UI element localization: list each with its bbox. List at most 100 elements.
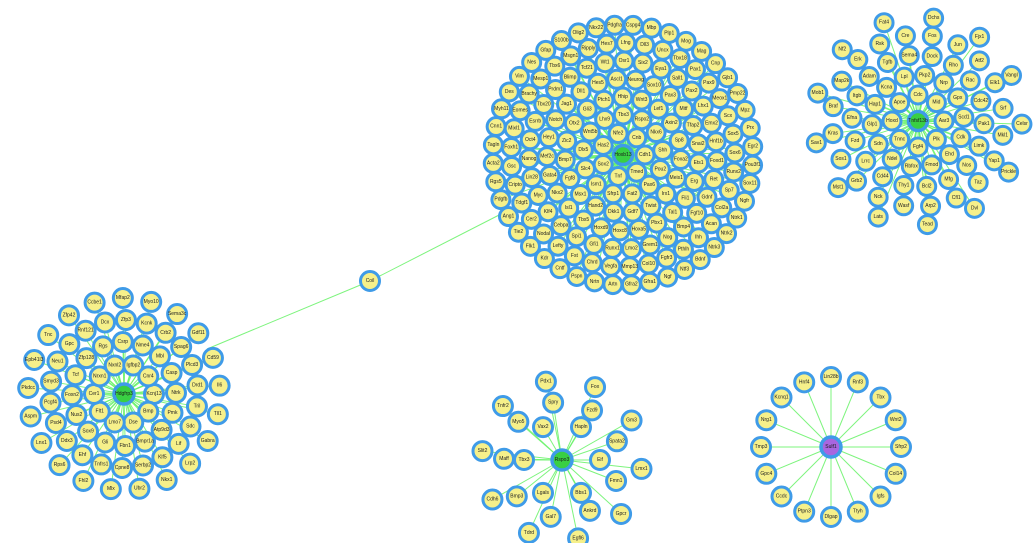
node-label: Pdgfb — [494, 197, 507, 203]
gene-node: Fmn1 — [605, 469, 628, 492]
node-label: Lmo2 — [625, 246, 638, 252]
node-circle — [687, 227, 709, 249]
gene-node: Pdgfra — [604, 14, 626, 36]
gene-node: Wt1 — [594, 52, 616, 74]
gene-node: Pkp2 — [914, 64, 936, 86]
node-circle — [831, 70, 853, 92]
gene-node: Il6 — [208, 374, 231, 397]
node-label: Vegfa — [604, 263, 617, 269]
node-circle — [164, 381, 187, 404]
gene-node: Vax2 — [532, 416, 554, 439]
node-label: Ntf3 — [680, 267, 689, 273]
node-circle — [963, 197, 985, 219]
node-circle — [923, 7, 945, 29]
node-circle — [94, 311, 117, 334]
node-label: Bmp4 — [677, 224, 690, 230]
node-circle — [114, 309, 137, 332]
node-label: Shh — [658, 147, 667, 153]
node-label: Rspo2 — [635, 117, 650, 123]
gene-node: Vim — [508, 65, 530, 87]
node-circle — [884, 462, 907, 485]
gene-node: Sema4 — [898, 45, 920, 67]
gene-node: Dock — [921, 46, 943, 68]
node-label: Klf4 — [544, 209, 553, 215]
gene-node: Sfrp2 — [890, 436, 912, 458]
node-label: Dse — [129, 420, 138, 426]
gene-node: Myh11 — [490, 98, 512, 120]
node-circle — [970, 90, 992, 112]
node-circle — [855, 150, 877, 172]
gene-node: Hey1 — [538, 127, 560, 149]
gene-node: Mob1 — [807, 82, 829, 104]
gene-node: Psd4 — [44, 411, 67, 434]
gene-node: Tdgf1 — [511, 192, 533, 214]
gene-node: Lmo2 — [621, 238, 643, 260]
gene-node: Ptpn3 — [793, 500, 816, 523]
node-circle — [607, 123, 629, 145]
gene-node: Myc — [527, 185, 549, 207]
gene-node: Fos — [921, 25, 943, 47]
node-circle — [505, 485, 528, 508]
node-label: Zfp42 — [63, 312, 76, 318]
node-circle — [549, 258, 571, 280]
gene-node: Dse — [122, 411, 145, 434]
node-label: Axin2 — [665, 120, 678, 126]
gene-node: Slit2 — [471, 440, 494, 463]
node-circle — [889, 92, 911, 114]
gene-node: Nanog — [518, 148, 540, 170]
node-label: Mitf — [680, 106, 689, 112]
node-label: Tnfr2 — [497, 403, 509, 409]
node-label: Tdgf1 — [515, 200, 528, 206]
gene-node: Gli3 — [576, 98, 598, 120]
hub-node-circle — [819, 435, 843, 459]
gene-node: Pmk — [161, 401, 184, 424]
node-label: Sp7 — [725, 187, 734, 193]
node-label: Cnr4 — [143, 373, 154, 379]
node-label: Kcnj13 — [146, 391, 162, 397]
node-label: Nkx6 — [650, 130, 662, 136]
gene-node: Hoxd — [881, 110, 903, 132]
node-label: Foxh1 — [504, 145, 518, 151]
gene-node: Drd1 — [186, 374, 209, 397]
gene-node: Sema3c — [166, 303, 189, 326]
node-label: Tcf21 — [581, 65, 593, 71]
node-label: Fgf10 — [690, 210, 703, 216]
node-label: Sema4 — [901, 53, 917, 59]
gene-node: Oct4 — [519, 129, 541, 151]
gene-node: Dlgap — [820, 506, 842, 528]
node-label: Pcgf4 — [44, 400, 57, 406]
gene-node: Lhx1 — [692, 95, 714, 117]
node-label: Acan — [706, 221, 718, 227]
node-label: Rho — [949, 62, 958, 68]
gene-node: Limk — [968, 135, 990, 157]
gene-node: Cdc — [907, 84, 929, 106]
gene-node: Kcnk — [135, 312, 158, 335]
gene-node: Tal1 — [662, 202, 684, 224]
node-label: Mag — [697, 48, 707, 54]
node-circle — [610, 502, 633, 525]
node-circle — [19, 405, 42, 428]
node-label: Foxn2 — [65, 392, 79, 398]
node-circle — [533, 248, 555, 270]
node-label: Tbx3 — [618, 112, 629, 118]
node-circle — [652, 139, 674, 161]
gene-node: Yap1 — [983, 150, 1005, 172]
node-label: Cre — [901, 33, 909, 39]
node-label: Uncx — [657, 47, 669, 53]
gene-node: Foxn2 — [61, 384, 84, 407]
gene-node: Uncx — [652, 39, 674, 61]
node-label: Notch — [549, 117, 562, 123]
node-circle — [481, 488, 504, 511]
node-label: Lgals — [537, 490, 549, 496]
node-label: Ccdc — [776, 493, 788, 499]
node-circle — [696, 186, 718, 208]
node-label: Rsk — [875, 41, 884, 47]
node-label: Igfbp2 — [126, 362, 140, 368]
node-circle — [827, 177, 849, 199]
gene-node: Cpne8 — [111, 456, 134, 479]
gene-node: Tril — [185, 395, 208, 418]
gene-node: Ttyh — [846, 500, 869, 523]
gene-node: Egfl6 — [567, 527, 590, 543]
gene-node: Ehd — [938, 144, 960, 166]
node-label: Des — [505, 89, 514, 95]
